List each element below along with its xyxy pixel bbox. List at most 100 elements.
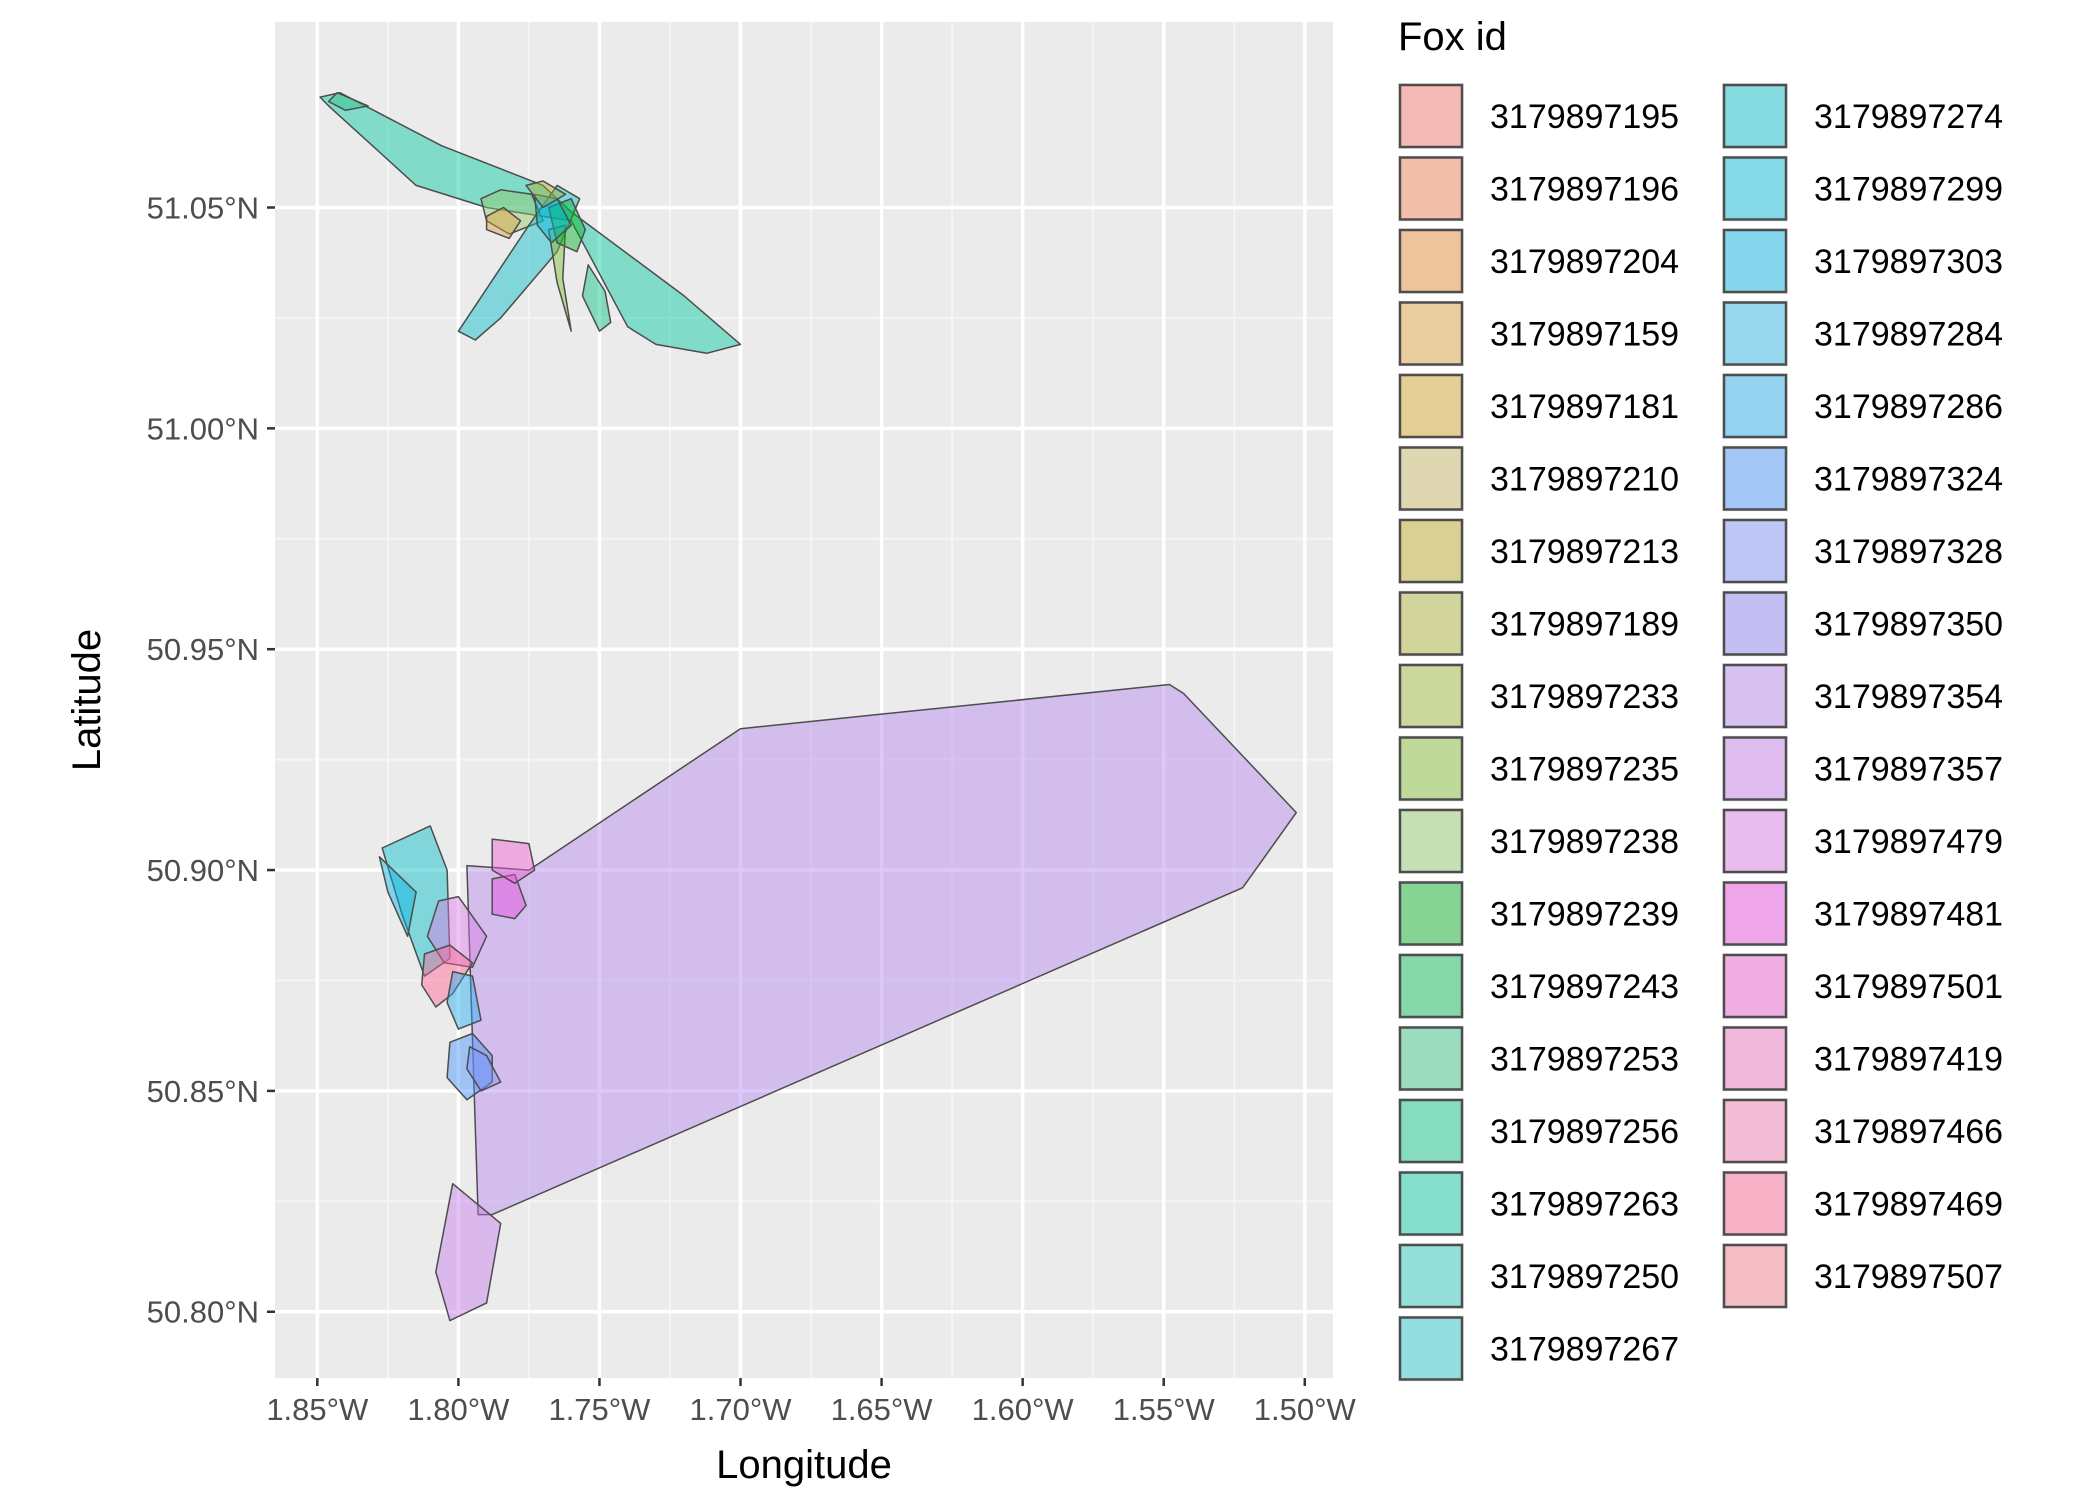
- legend-label: 3179897267: [1490, 1331, 1679, 1369]
- y-tick-label: 51.00°N: [147, 411, 259, 446]
- legend-key-background: [1398, 1098, 1464, 1164]
- legend-label: 3179897238: [1490, 823, 1679, 861]
- x-tick-label: 1.70°W: [690, 1392, 793, 1427]
- legend-swatch: [1722, 518, 1788, 584]
- legend-key-background: [1398, 1315, 1464, 1382]
- legend-swatch: [1722, 373, 1788, 439]
- legend-label: 3179897213: [1490, 533, 1679, 571]
- legend-swatch: [1398, 518, 1464, 584]
- legend-title: Fox id: [1398, 15, 1507, 59]
- legend-key-background: [1722, 590, 1788, 657]
- legend-label: 3179897189: [1490, 606, 1679, 644]
- x-tick-label: 1.80°W: [407, 1392, 510, 1427]
- legend-swatch: [1398, 83, 1464, 149]
- legend-swatch: [1398, 156, 1464, 221]
- x-tick-label: 1.85°W: [266, 1392, 369, 1427]
- legend-label: 3179897195: [1490, 98, 1679, 136]
- x-axis-title: Longitude: [716, 1443, 892, 1487]
- x-tick-label: 1.60°W: [972, 1392, 1075, 1427]
- legend-swatch: [1398, 1171, 1464, 1236]
- legend-key-background: [1722, 1170, 1788, 1237]
- legend-swatch: [1398, 1316, 1464, 1381]
- x-tick-label: 1.55°W: [1113, 1392, 1216, 1427]
- legend-swatch: [1398, 736, 1464, 801]
- legend-label: 3179897233: [1490, 678, 1679, 716]
- legend-label: 3179897299: [1814, 171, 2003, 209]
- legend-swatch: [1722, 83, 1788, 149]
- axes: 1.85°W 1.80°W 1.75°W 1.70°W 1.65°W 1.60°W 1.55…: [147, 191, 1357, 1427]
- legend-key-background: [1398, 445, 1464, 512]
- legend-key-background: [1398, 83, 1464, 149]
- x-tick-label: 1.65°W: [831, 1392, 934, 1427]
- legend-label: 3179897250: [1490, 1258, 1679, 1296]
- legend-key-background: [1722, 880, 1788, 947]
- legend-key-background: [1398, 1025, 1464, 1092]
- legend-swatch: [1398, 953, 1464, 1019]
- legend: 3179897195 3179897196 3179897204 3179897159…: [1398, 83, 2003, 1382]
- legend-swatch: [1722, 953, 1788, 1019]
- legend-label: 3179897328: [1814, 533, 2003, 571]
- home-range-polygon-3179897354: [466, 683, 1298, 1216]
- home-range-polygon-3179897357: [435, 1182, 502, 1322]
- legend-label: 3179897235: [1490, 751, 1679, 789]
- home-range-polygon-3179897328: [466, 1045, 502, 1092]
- home-range-polygon-3179897479: [426, 895, 488, 968]
- home-range-polygon-3179897481: [491, 873, 527, 920]
- legend-swatch: [1722, 736, 1788, 801]
- legend-key-background: [1398, 1243, 1464, 1309]
- legend-label: 3179897501: [1814, 968, 2003, 1006]
- legend-swatch: [1398, 228, 1464, 294]
- legend-key-background: [1398, 663, 1464, 729]
- legend-label: 3179897263: [1490, 1186, 1679, 1224]
- legend-label: 3179897419: [1814, 1041, 2003, 1079]
- legend-swatch: [1722, 228, 1788, 294]
- legend-key-background: [1722, 300, 1788, 367]
- legend-label: 3179897159: [1490, 316, 1679, 354]
- home-range-polygon-3179897324: [446, 1032, 493, 1101]
- legend-swatch: [1398, 808, 1464, 874]
- plot-panel: [275, 22, 1333, 1378]
- home-range-polygon-3179897263: [319, 91, 742, 355]
- legend-label: 3179897239: [1490, 896, 1679, 934]
- legend-label: 3179897253: [1490, 1041, 1679, 1079]
- legend-label: 3179897303: [1814, 243, 2003, 281]
- legend-key-background: [1398, 735, 1464, 802]
- legend-key-background: [1398, 808, 1464, 874]
- legend-label: 3179897196: [1490, 171, 1679, 209]
- legend-label: 3179897274: [1814, 98, 2003, 136]
- x-tick-label: 1.50°W: [1254, 1392, 1357, 1427]
- legend-label: 3179897324: [1814, 461, 2003, 499]
- legend-key-background: [1722, 1243, 1788, 1309]
- legend-swatch: [1398, 1243, 1464, 1309]
- legend-swatch: [1722, 591, 1788, 656]
- legend-swatch: [1398, 881, 1464, 946]
- legend-key-background: [1398, 300, 1464, 367]
- legend-key-background: [1398, 155, 1464, 222]
- legend-label: 3179897350: [1814, 606, 2003, 644]
- home-range-polygon-3179897159: [485, 206, 522, 240]
- legend-key-background: [1722, 1098, 1788, 1164]
- legend-swatch: [1722, 808, 1788, 874]
- legend-label: 3179897357: [1814, 751, 2003, 789]
- legend-key-background: [1398, 880, 1464, 947]
- legend-key-background: [1722, 1025, 1788, 1092]
- legend-swatch: [1722, 1243, 1788, 1309]
- legend-swatch: [1398, 663, 1464, 729]
- y-tick-label: 50.95°N: [147, 632, 259, 667]
- y-tick-label: 50.90°N: [147, 853, 259, 888]
- legend-key-background: [1722, 373, 1788, 439]
- legend-label: 3179897481: [1814, 896, 2003, 934]
- home-range-polygon-3179897253: [327, 91, 369, 112]
- home-range-polygon-3179897274: [381, 825, 451, 977]
- legend-label: 3179897204: [1490, 243, 1679, 281]
- legend-key-background: [1722, 735, 1788, 802]
- legend-label: 3179897284: [1814, 316, 2003, 354]
- legend-swatch: [1722, 1171, 1788, 1236]
- legend-label: 3179897286: [1814, 388, 2003, 426]
- legend-label: 3179897479: [1814, 823, 2003, 861]
- legend-key-background: [1722, 83, 1788, 149]
- legend-swatch: [1398, 301, 1464, 366]
- legend-swatch: [1722, 663, 1788, 729]
